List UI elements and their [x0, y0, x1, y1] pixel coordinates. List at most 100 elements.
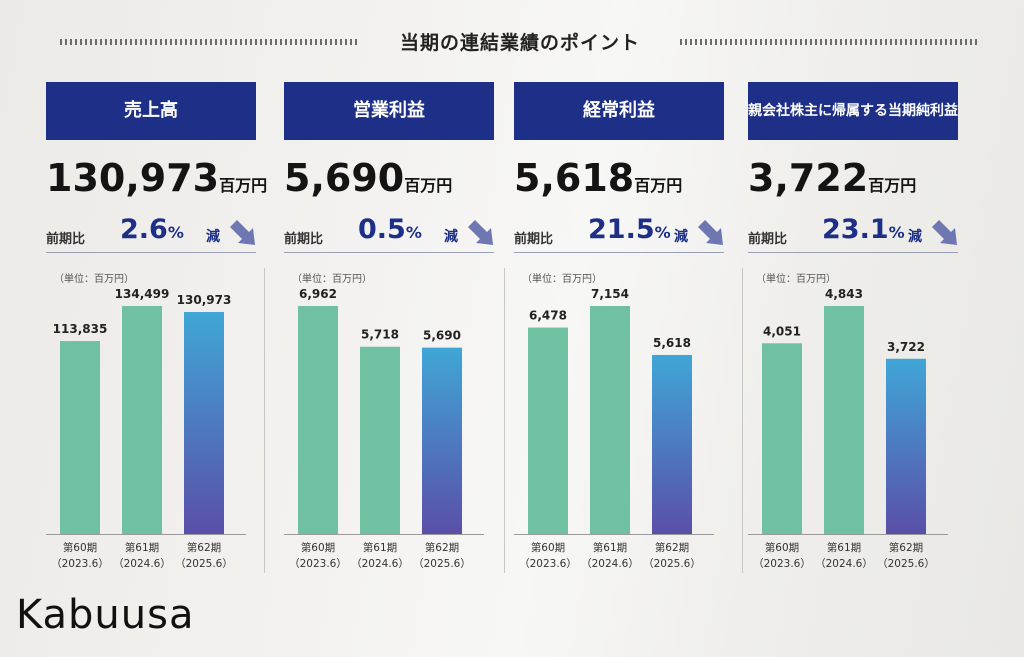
arrow-shape [230, 220, 255, 245]
bar-value-label: 5,690 [423, 329, 461, 343]
kpi-change-value: 21.5% [588, 214, 671, 245]
kpi-value-unit: 百万円 [868, 176, 917, 195]
chart-unit-label: （単位：百万円） [756, 274, 836, 285]
bar-chart: 6,478 第60期 （2023.6） 7,154 第61期 （2024.6） 5,618 第… [514, 287, 714, 570]
bar [60, 341, 100, 534]
kpi-value-number: 130,973 [46, 156, 220, 200]
heading-rule-left [60, 39, 360, 45]
panel-divider [504, 268, 505, 573]
x-tick-label: 第62期 [187, 541, 221, 554]
kpi-title-banner: 売上高 [46, 82, 256, 140]
bar [298, 306, 338, 534]
x-tick-label: （2023.6） [289, 558, 347, 570]
bar-value-label: 4,843 [825, 287, 863, 301]
bar-value-label: 134,499 [115, 287, 170, 301]
kpi-change-label: 前期比 [514, 232, 554, 247]
bar-value-label: 5,718 [361, 328, 399, 342]
down-right-arrow-icon [932, 220, 957, 245]
x-tick-label: 第62期 [889, 541, 923, 554]
down-right-arrow-icon [698, 220, 723, 245]
kpi-change-label: 前期比 [284, 232, 324, 247]
kpi-change-row: 前期比 23.1% 減 [748, 214, 958, 253]
down-right-arrow-icon [230, 220, 255, 245]
x-tick-label: 第61期 [125, 541, 159, 554]
kpi-change-row: 前期比 0.5% 減 [284, 214, 494, 253]
x-tick-label: 第62期 [655, 541, 689, 554]
arrow-shape [698, 220, 723, 245]
x-tick-label: （2025.6） [175, 558, 233, 570]
x-tick-label: 第60期 [301, 541, 335, 554]
down-right-arrow-icon [468, 220, 493, 245]
x-tick-label: （2024.6） [351, 558, 409, 570]
kpi-value-unit: 百万円 [219, 176, 268, 195]
bar-value-label: 4,051 [763, 324, 801, 338]
x-tick-label: 第60期 [63, 541, 97, 554]
kpi-change-number: 21.5 [588, 214, 655, 245]
x-tick-label: （2023.6） [519, 558, 577, 570]
kpi-change-row: 前期比 2.6% 減 [46, 214, 256, 253]
kpi-title-banner: 営業利益 [284, 82, 494, 140]
kpi-value-number: 5,618 [514, 156, 635, 200]
x-tick-label: （2025.6） [643, 558, 701, 570]
x-tick-label: （2025.6） [877, 558, 935, 570]
bar-value-label: 7,154 [591, 287, 629, 301]
kpi-change-number: 2.6 [120, 214, 168, 245]
bar-value-label: 6,962 [299, 287, 337, 301]
chart-unit-label: （単位：百万円） [522, 274, 602, 285]
bar [824, 306, 864, 534]
x-tick-label: 第60期 [531, 541, 565, 554]
kpi-change-direction: 減 [908, 229, 922, 245]
kpi-change-number: 0.5 [358, 214, 406, 245]
bar [528, 327, 568, 534]
kpi-change-direction: 減 [206, 229, 220, 245]
kpi-value: 130,973百万円 [46, 156, 268, 200]
bar-value-label: 6,478 [529, 309, 567, 323]
kpi-title-banner: 経常利益 [514, 82, 724, 140]
kpi-value: 5,690百万円 [284, 156, 502, 200]
bar-chart: 4,051 第60期 （2023.6） 4,843 第61期 （2024.6） 3,722 第… [748, 287, 948, 570]
panel-divider [264, 268, 265, 573]
kpi-change-row: 前期比 21.5% 減 [514, 214, 724, 253]
kpi-value-number: 5,690 [284, 156, 405, 200]
heading-rule-right [680, 39, 980, 45]
chart-unit-label: （単位：百万円） [54, 274, 134, 285]
bar [184, 311, 224, 534]
bar-chart: 113,835 第60期 （2023.6） 134,499 第61期 （2024.6） 13… [46, 287, 246, 570]
x-tick-label: （2025.6） [413, 558, 471, 570]
bar-value-label: 113,835 [53, 322, 108, 336]
kpi-change-label: 前期比 [748, 232, 788, 247]
bar-chart: 6,962 第60期 （2023.6） 5,718 第61期 （2024.6） 5,690 第… [284, 287, 484, 570]
kpi-change-percent-sign: % [405, 223, 422, 242]
panel-divider [742, 268, 743, 573]
x-tick-label: （2023.6） [51, 558, 109, 570]
bar [122, 306, 162, 534]
bar [762, 343, 802, 534]
bar [886, 358, 926, 534]
kpi-change-value: 23.1% [822, 214, 905, 245]
kpi-change-direction: 減 [444, 229, 458, 245]
x-tick-label: （2024.6） [581, 558, 639, 570]
kpi-value: 5,618百万円 [514, 156, 732, 200]
bar [422, 347, 462, 534]
kpi-panel: 営業利益 5,690百万円 前期比 0.5% 減（単位：百万円） 6,962 第60期 （20… [284, 82, 504, 582]
kpi-panel: 経常利益 5,618百万円前期比 21.5% 減 （単位：百万円） 6,478 第60期 （2… [514, 82, 734, 582]
x-tick-label: 第61期 [363, 541, 397, 554]
kpi-change-value: 0.5% [358, 214, 422, 245]
kpi-change-percent-sign: % [654, 223, 671, 242]
arrow-shape [468, 220, 493, 245]
bar [360, 346, 400, 534]
heading-title: 当期の連結業績のポイント [399, 32, 640, 54]
kpi-value: 3,722百万円 [748, 156, 966, 200]
bar-value-label: 130,973 [177, 293, 232, 307]
bar [590, 306, 630, 534]
x-tick-label: 第60期 [765, 541, 799, 554]
x-tick-label: 第62期 [425, 541, 459, 554]
x-tick-label: （2023.6） [753, 558, 811, 570]
x-tick-label: （2024.6） [815, 558, 873, 570]
kpi-change-direction: 減 [674, 229, 688, 245]
arrow-shape [932, 220, 957, 245]
kpi-change-number: 23.1 [822, 214, 889, 245]
x-tick-label: 第61期 [593, 541, 627, 554]
kpi-panel: 親会社株主に帰属する当期純利益 3,722百万円 前期比 23.1% 減（単位：百万円）… [748, 82, 968, 582]
